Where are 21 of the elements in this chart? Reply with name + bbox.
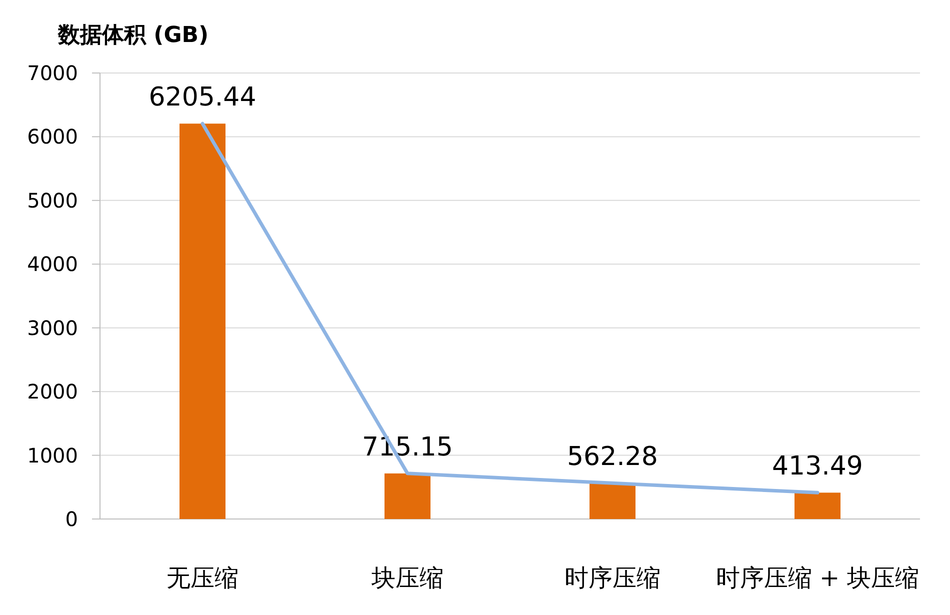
x-tick-label: 时序压缩 (564, 564, 660, 592)
y-tick-label: 0 (65, 507, 78, 531)
y-tick-label: 5000 (27, 188, 78, 212)
x-tick-label: 块压缩 (370, 564, 444, 592)
data-label: 413.49 (772, 452, 863, 482)
y-tick-label: 4000 (27, 252, 78, 276)
y-tick-label: 7000 (27, 61, 78, 85)
bar (590, 483, 636, 519)
x-tick-label: 无压缩 (166, 564, 238, 592)
data-label: 562.28 (567, 442, 658, 472)
y-tick-label: 6000 (27, 124, 78, 149)
y-tick-label: 3000 (27, 316, 78, 340)
y-axis-title: 数据体积 (GB) (57, 23, 209, 48)
bar (384, 473, 430, 519)
bar (180, 124, 226, 519)
y-tick-label: 1000 (27, 443, 78, 468)
data-label: 6205.44 (148, 82, 256, 113)
bar (794, 492, 840, 519)
y-tick-label: 2000 (27, 380, 78, 404)
data-label: 715.15 (362, 432, 453, 462)
x-tick-label: 时序压缩 + 块压缩 (716, 564, 920, 592)
